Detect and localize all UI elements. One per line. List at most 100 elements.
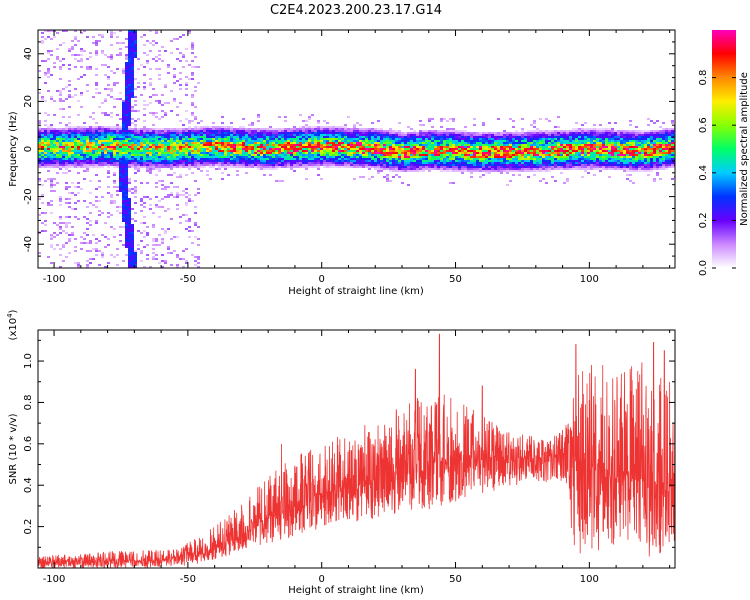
heatmap-cell [125,138,128,140]
heatmap-cell [473,156,476,158]
heatmap-cell [356,128,359,130]
heatmap-cell [458,162,461,164]
heatmap-cell [152,88,155,90]
heatmap-cell [65,146,68,148]
heatmap-cell [113,158,116,160]
heatmap-cell [347,116,350,118]
heatmap-cell [533,158,536,160]
heatmap-cell [158,180,161,182]
heatmap-cell [512,132,515,134]
heatmap-cell [569,166,572,168]
heatmap-cell [188,138,191,140]
heatmap-cell [59,160,62,162]
heatmap-cell [179,72,182,74]
heatmap-cell [89,150,92,152]
heatmap-cell [365,164,368,166]
heatmap-cell [488,172,491,174]
heatmap-cell [116,160,119,162]
heatmap-cell [92,204,95,206]
heatmap-cell [278,156,281,158]
heatmap-cell [326,144,329,146]
heatmap-cell [359,124,362,126]
heatmap-cell [332,160,335,162]
heatmap-cell [485,164,488,166]
heatmap-cell [152,212,155,214]
heatmap-cell [389,160,392,162]
heatmap-cell [170,146,173,148]
heatmap-cell [122,206,125,208]
heatmap-cell [113,136,116,138]
heatmap-cell [227,142,230,144]
heatmap-cell [167,186,170,188]
heatmap-cell [98,162,101,164]
heatmap-cell [62,100,65,102]
heatmap-cell [68,238,71,240]
heatmap-cell [92,96,95,98]
heatmap-cell [449,138,452,140]
heatmap-cell [125,246,128,248]
heatmap-cell [350,162,353,164]
heatmap-cell [545,160,548,162]
heatmap-cell [143,132,146,134]
heatmap-cell [173,68,176,70]
heatmap-cell [503,130,506,132]
heatmap-cell [524,166,527,168]
heatmap-cell [566,164,569,166]
heatmap-cell [140,138,143,140]
heatmap-cell [176,144,179,146]
heatmap-cell [230,160,233,162]
heatmap-cell [41,140,44,142]
heatmap-cell [476,170,479,172]
heatmap-cell [452,164,455,166]
heatmap-cell [470,170,473,172]
heatmap-cell [212,142,215,144]
heatmap-cell [566,144,569,146]
heatmap-cell [317,158,320,160]
heatmap-cell [149,84,152,86]
heatmap-cell [95,196,98,198]
heatmap-cell [242,128,245,130]
heatmap-cell [566,146,569,148]
heatmap-cell [143,148,146,150]
heatmap-cell [470,134,473,136]
heatmap-cell [188,200,191,202]
heatmap-cell [119,174,122,176]
heatmap-cell [317,120,320,122]
heatmap-cell [308,138,311,140]
heatmap-cell [128,68,131,70]
heatmap-cell [245,138,248,140]
heatmap-cell [131,106,134,108]
heatmap-cell [134,196,137,198]
heatmap-cell [239,142,242,144]
heatmap-cell [581,128,584,130]
heatmap-cell [449,158,452,160]
heatmap-cell [71,146,74,148]
heatmap-cell [110,226,113,228]
heatmap-cell [140,198,143,200]
heatmap-cell [194,130,197,132]
heatmap-cell [572,166,575,168]
heatmap-cell [527,154,530,156]
heatmap-cell [74,38,77,40]
heatmap-cell [176,186,179,188]
heatmap-cell [185,214,188,216]
heatmap-cell [194,140,197,142]
heatmap-cell [236,142,239,144]
heatmap-cell [59,266,62,268]
heatmap-cell [464,136,467,138]
heatmap-cell [110,70,113,72]
heatmap-cell [92,142,95,144]
heatmap-cell [407,140,410,142]
heatmap-cell [68,186,71,188]
heatmap-cell [422,154,425,156]
heatmap-cell [296,144,299,146]
heatmap-cell [155,186,158,188]
heatmap-cell [179,148,182,150]
heatmap-cell [128,86,131,88]
heatmap-cell [326,166,329,168]
heatmap-cell [359,150,362,152]
heatmap-cell [284,160,287,162]
heatmap-cell [134,250,137,252]
heatmap-cell [38,162,41,164]
heatmap-cell [464,166,467,168]
